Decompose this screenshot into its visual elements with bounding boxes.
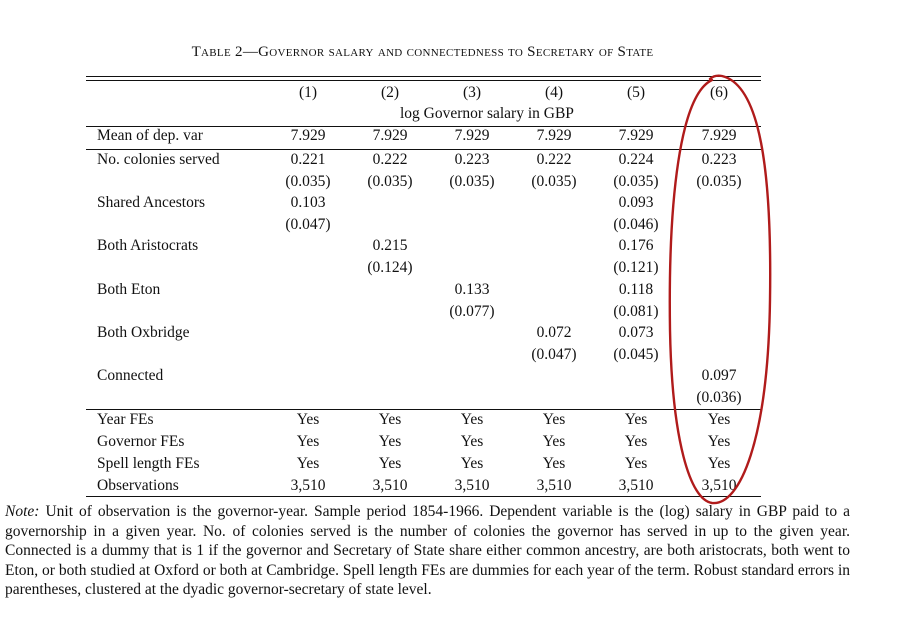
coef-cell: 0.223 (701, 151, 737, 168)
coef-cell: 0.221 (290, 151, 326, 168)
fe-cell: Yes (296, 433, 320, 450)
column-header: (1) (298, 84, 318, 101)
fe-cell: 3,510 (701, 477, 737, 494)
note-text: Unit of observation is the governor-year… (5, 503, 850, 598)
fe-cell: 3,510 (536, 477, 572, 494)
row-label: Spell length FEs (97, 455, 200, 472)
fe-cell: Yes (460, 455, 484, 472)
coef-cell: 0.097 (701, 367, 737, 384)
coef-cell: 0.222 (536, 151, 572, 168)
row-label: Both Aristocrats (97, 237, 199, 254)
coef-cell: 0.072 (536, 324, 572, 341)
mean-rule (86, 149, 761, 150)
row-label: Governor FEs (97, 433, 185, 450)
fe-cell: Yes (296, 411, 320, 428)
fe-cell: Yes (378, 433, 402, 450)
coef-cell: 0.215 (372, 237, 408, 254)
se-cell: (0.035) (449, 173, 495, 190)
column-header: (6) (709, 84, 729, 101)
mean-cell: 7.929 (454, 127, 490, 144)
fe-cell: Yes (707, 455, 731, 472)
fe-cell: Yes (624, 455, 648, 472)
coef-cell: 0.222 (372, 151, 408, 168)
row-label: Shared Ancestors (97, 194, 206, 211)
table-note: Note: Unit of observation is the governo… (5, 502, 850, 600)
mean-cell: 7.929 (618, 127, 654, 144)
mean-cell: 7.929 (536, 127, 572, 144)
fe-rule (86, 409, 761, 410)
fe-cell: 3,510 (618, 477, 654, 494)
se-cell: (0.035) (285, 173, 331, 190)
row-label: Observations (97, 477, 179, 494)
coef-cell: 0.073 (618, 324, 654, 341)
mean-cell: 7.929 (701, 127, 737, 144)
fe-cell: 3,510 (454, 477, 490, 494)
se-cell: (0.121) (613, 259, 659, 276)
row-label: Both Eton (97, 281, 161, 298)
table-caption: Table 2—Governor salary and connectednes… (191, 44, 654, 60)
se-cell: (0.047) (285, 216, 331, 233)
fe-cell: Yes (707, 411, 731, 428)
se-cell: (0.045) (613, 346, 659, 363)
mean-cell: 7.929 (372, 127, 408, 144)
row-label: Year FEs (97, 411, 154, 428)
dep-var-label: log Governor salary in GBP (400, 105, 574, 122)
coef-cell: 0.224 (618, 151, 654, 168)
row-label: Connected (97, 367, 164, 384)
row-label: Mean of dep. var (97, 127, 203, 144)
fe-cell: 3,510 (372, 477, 408, 494)
top-rule-2 (86, 80, 761, 81)
coef-cell: 0.118 (618, 281, 654, 298)
se-cell: (0.077) (449, 303, 495, 320)
fe-cell: Yes (296, 455, 320, 472)
row-label: Both Oxbridge (97, 324, 190, 341)
coef-cell: 0.223 (454, 151, 490, 168)
coef-cell: 0.133 (454, 281, 490, 298)
fe-cell: Yes (707, 433, 731, 450)
fe-cell: 3,510 (290, 477, 326, 494)
top-rule (86, 76, 761, 77)
mean-cell: 7.929 (290, 127, 326, 144)
note-lead: Note: (5, 503, 40, 520)
coef-cell: 0.176 (618, 237, 654, 254)
se-cell: (0.124) (367, 259, 413, 276)
column-header: (2) (380, 84, 400, 101)
fe-cell: Yes (542, 455, 566, 472)
se-cell: (0.036) (696, 389, 742, 406)
se-cell: (0.046) (613, 216, 659, 233)
bottom-rule (86, 496, 761, 497)
fe-cell: Yes (624, 411, 648, 428)
column-header: (3) (462, 84, 482, 101)
fe-cell: Yes (460, 411, 484, 428)
fe-cell: Yes (378, 411, 402, 428)
column-header: (4) (544, 84, 564, 101)
coef-cell: 0.093 (618, 194, 654, 211)
se-cell: (0.081) (613, 303, 659, 320)
se-cell: (0.035) (613, 173, 659, 190)
fe-cell: Yes (542, 411, 566, 428)
coef-cell: 0.103 (290, 194, 326, 211)
fe-cell: Yes (542, 433, 566, 450)
header-rule (86, 126, 761, 127)
fe-cell: Yes (460, 433, 484, 450)
row-label: No. colonies served (97, 151, 220, 168)
fe-cell: Yes (378, 455, 402, 472)
column-header: (5) (626, 84, 646, 101)
fe-cell: Yes (624, 433, 648, 450)
se-cell: (0.035) (367, 173, 413, 190)
se-cell: (0.035) (531, 173, 577, 190)
se-cell: (0.035) (696, 173, 742, 190)
se-cell: (0.047) (531, 346, 577, 363)
